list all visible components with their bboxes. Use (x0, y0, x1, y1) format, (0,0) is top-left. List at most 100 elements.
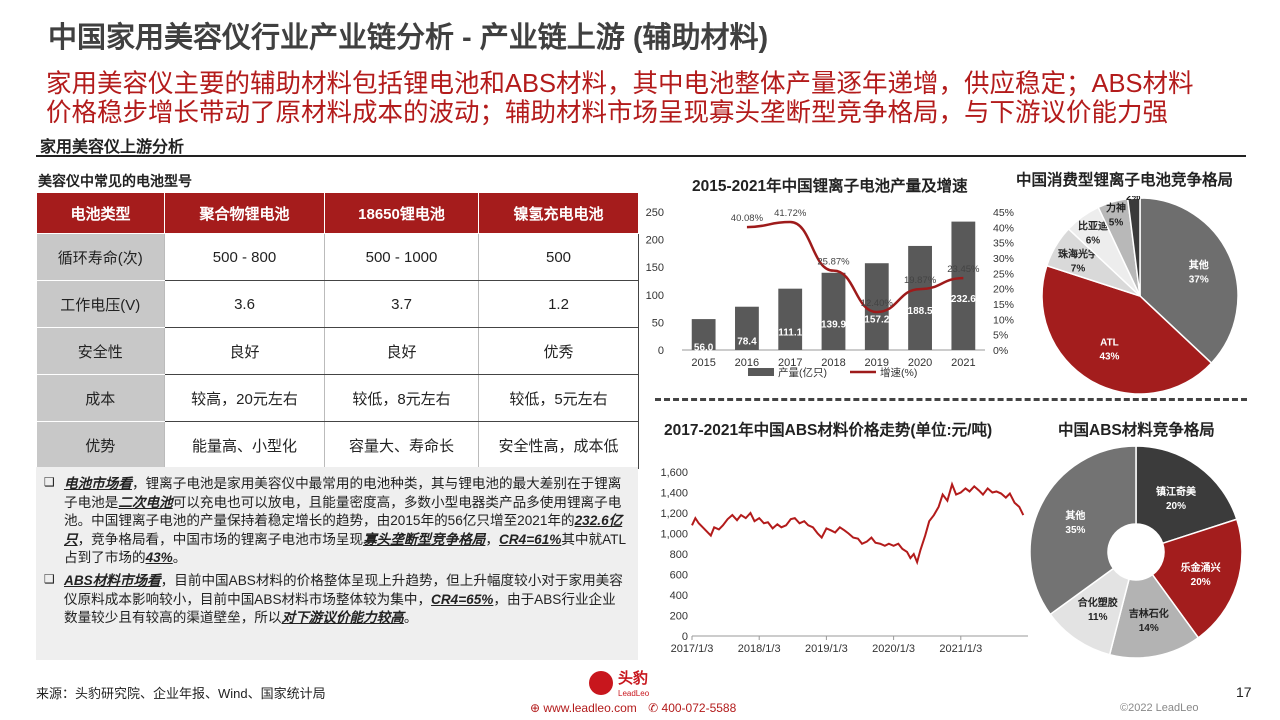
note-text: ，目前中国ABS材料的价格整体呈现上升趋势，但上升幅度较小对于家用美容仪原料成本… (64, 573, 623, 607)
pie-slice-label: 镇江奇美 (1156, 485, 1197, 498)
row-header-cell: 优势 (36, 421, 165, 469)
note-emphasis: CR4=65% (431, 591, 494, 607)
x-tick-label: 2019 (865, 357, 889, 369)
pie-slice-value: 7% (1071, 263, 1086, 274)
leadleo-logo: 头豹 LeadLeo (589, 669, 650, 698)
pie-slice (1030, 445, 1137, 616)
table-cell: 1.2 (478, 280, 639, 328)
bar-value-label: 188.5 (908, 306, 933, 317)
page-number: 17 (1236, 684, 1252, 700)
y-tick-label: 1,400 (660, 488, 688, 500)
x-tick-label: 2021 (951, 357, 975, 369)
y-tick-label: 1,000 (660, 529, 688, 541)
note-text: ，竞争格局看，中国市场的锂离子电池市场呈现 (77, 531, 364, 547)
note-text: 其中就ATL占到了市场的 (64, 531, 627, 566)
pie-slice-label: 其他 (1065, 509, 1085, 522)
abs-share-donut-chart: 镇江奇美 20% 乐金涌兴 20% 吉林石化 14% 合化塑胶 11% 其他 35% (1030, 445, 1243, 659)
x-tick-label: 2017/1/3 (671, 643, 714, 655)
analysis-notes: ❑ 电池市场看，锂离子电池是家用美容仪中最常用的电池种类，其与锂电池的最大差别在… (36, 467, 638, 660)
website-icon: ⊕ (530, 701, 541, 715)
x-tick-label: 2015 (691, 357, 715, 369)
y-left-tick-label: 250 (646, 207, 664, 219)
copyright: ©2022 LeadLeo (1120, 702, 1199, 714)
subtitle-line-2: 价格稳步增长带动了原材料成本的波动；辅助材料市场呈现寡头垄断型竞争格局，与下游议… (46, 99, 1169, 127)
y-tick-label: 400 (670, 590, 688, 602)
note-text: ，锂离子电池是家用美容仪中最常用的电池种类，其与锂电池的最大差别在于锂离子电池是 (64, 476, 622, 510)
bar-value-label: 78.4 (737, 336, 757, 347)
row-header-cell: 循环寿命(次) (36, 233, 165, 281)
row-header-cell: 成本 (36, 374, 165, 422)
pie-slice-value: 37% (1189, 275, 1209, 286)
y-right-tick-label: 20% (993, 284, 1014, 296)
table-row: 成本 较高，20元左右 较低，8元左右 较低，5元左右 (36, 374, 639, 422)
bullet-icon: ❑ (44, 475, 55, 489)
x-tick-label: 2018 (821, 357, 845, 369)
pie-slice-value: 14% (1139, 623, 1159, 634)
table-cell: 优秀 (478, 327, 639, 375)
bar-value-label: 232.6 (951, 294, 976, 305)
bullet-icon: ❑ (44, 572, 55, 586)
bar-value-label: 111.1 (778, 327, 802, 338)
y-tick-label: 1,200 (660, 508, 688, 520)
table-cell: 容量大、寿命长 (324, 421, 479, 469)
y-right-tick-label: 30% (993, 253, 1014, 265)
pie-slice-value: 6% (1086, 235, 1101, 246)
note-emphasis: 232.6亿只 (64, 513, 623, 547)
y-tick-label: 200 (670, 611, 688, 623)
page-title: 中国家用美容仪行业产业链分析 - 产业链上游 (辅助材料) (48, 22, 769, 54)
pie-slice (1108, 573, 1200, 659)
note-abs-market: ABS材料市场看，目前中国ABS材料的价格整体呈现上升趋势，但上升幅度较小对于家… (64, 572, 629, 628)
website-link[interactable]: www.leadleo.com (543, 701, 637, 715)
y-right-tick-label: 35% (993, 238, 1014, 250)
legend-bar-swatch (748, 368, 774, 376)
y-right-tick-label: 15% (993, 299, 1014, 311)
x-tick-label: 2018/1/3 (738, 643, 781, 655)
phone-icon: ✆ (648, 701, 659, 715)
pie-slice-label: 吉林石化 (1129, 607, 1169, 620)
y-right-tick-label: 45% (993, 207, 1014, 219)
table-cell: 良好 (164, 327, 325, 375)
battery-table-title: 美容仪中常见的电池型号 (38, 173, 192, 189)
pie-slice-value: 35% (1065, 525, 1085, 536)
abs-share-chart-title: 中国ABS材料竞争格局 (1058, 422, 1215, 439)
note-emphasis: 寡头垄断型竞争格局 (363, 531, 486, 547)
chart-divider (655, 398, 1247, 401)
pie-slice-value: 20% (1191, 577, 1211, 588)
contact-info: ⊕ www.leadleo.com ✆ 400-072-5588 (530, 701, 736, 715)
note-emphasis: 43% (145, 550, 173, 566)
bar-value-label: 139.9 (821, 319, 846, 330)
pie-slice (1139, 197, 1239, 365)
section-title: 家用美容仪上游分析 (40, 139, 185, 156)
pie-slice-value: 11% (1088, 612, 1108, 623)
table-row: 循环寿命(次) 500 - 800 500 - 1000 500 (36, 233, 639, 281)
table-cell: 500 - 800 (164, 233, 325, 281)
li-share-chart-title: 中国消费型锂离子电池竞争格局 (1016, 172, 1234, 189)
note-battery-market: 电池市场看，锂离子电池是家用美容仪中最常用的电池种类，其与锂电池的最大差别在于锂… (64, 475, 629, 568)
table-header-cell: 镍氢充电电池 (478, 192, 639, 234)
growth-rate-label: 41.72% (774, 208, 807, 219)
bar-value-label: 157.2 (864, 315, 889, 326)
pie-slice-value: 5% (1109, 217, 1124, 228)
y-tick-label: 600 (670, 570, 688, 582)
section-divider (36, 155, 1246, 157)
y-right-tick-label: 40% (993, 222, 1014, 234)
y-left-tick-label: 50 (652, 317, 664, 329)
note-text: 。 (172, 550, 187, 566)
bar (951, 221, 976, 350)
note-lead: ABS材料市场看 (64, 573, 161, 588)
abs-price-line-chart: 0 200 400 600 800 1,000 1,200 1,400 1,600 2017/1/… (660, 467, 1028, 655)
growth-rate-label: 12.40% (861, 298, 894, 309)
battery-table-header-row: 电池类型 聚合物锂电池 18650锂电池 镍氢充电电池 (36, 192, 639, 234)
table-cell: 较低，8元左右 (324, 374, 479, 422)
table-cell: 较低，5元左右 (478, 374, 639, 422)
table-header-cell: 电池类型 (36, 192, 165, 234)
note-text: 。 (403, 610, 418, 626)
note-emphasis: 对下游议价能力较高 (281, 610, 404, 626)
x-tick-label: 2020 (908, 357, 932, 369)
bar (778, 288, 803, 350)
pie-slice-label: 比亚迪 (1078, 219, 1108, 232)
pie-slice-value: 2% (1126, 196, 1141, 203)
pie-slice-label: 其他 (1189, 259, 1209, 272)
y-right-tick-label: 10% (993, 314, 1014, 326)
table-header-cell: 18650锂电池 (324, 192, 479, 234)
